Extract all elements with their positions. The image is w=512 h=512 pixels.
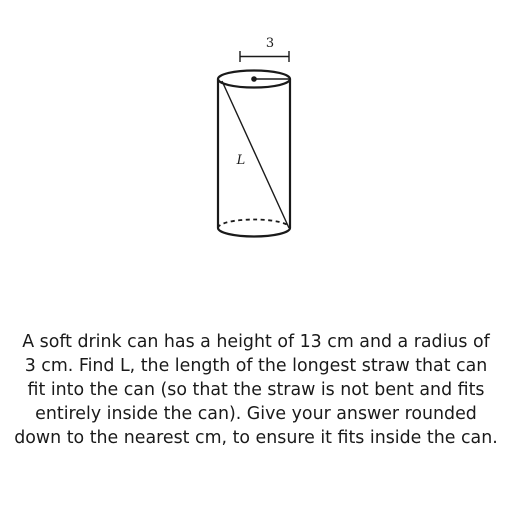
straw-diagonal-line [221, 80, 290, 229]
cylinder-bottom-front-edge [216, 227, 292, 238]
radius-label: 3 [266, 36, 274, 51]
top-center-dot [251, 76, 257, 82]
cylinder [216, 69, 292, 238]
radius-dimension-marker [239, 51, 290, 62]
cylinder-bottom-hidden-edge [217, 218, 291, 229]
question-text: A soft drink can has a height of 13 cm a… [14, 332, 498, 448]
straw-length-label: L [236, 153, 246, 168]
cylinder-diagram: 3 L [216, 36, 292, 238]
